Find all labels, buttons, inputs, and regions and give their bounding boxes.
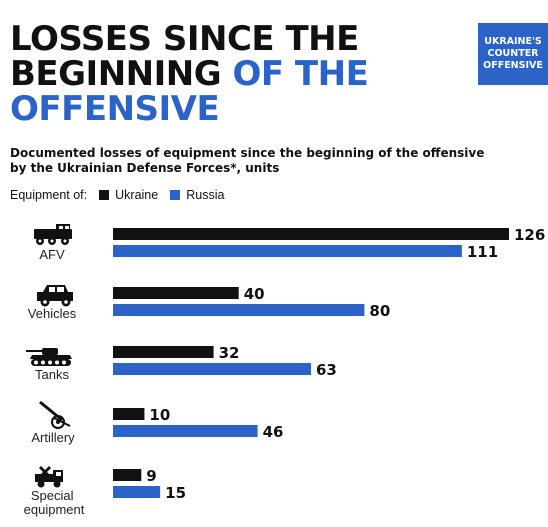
bar-ukraine-tanks — [113, 346, 214, 358]
data-label-ukraine-vehicles: 40 — [244, 285, 265, 303]
bar-ukraine-afv — [113, 228, 509, 240]
special-equipment-icon — [35, 466, 63, 488]
bar-ukraine-vehicles — [113, 287, 239, 299]
subtitle-line-1: Documented losses of equipment since the… — [10, 146, 485, 160]
data-label-russia-vehicles: 80 — [369, 302, 390, 320]
data-label-ukraine-afv: 126 — [514, 226, 545, 244]
title-line-2a: BEGINNING — [10, 54, 222, 94]
bar-russia-afv — [113, 245, 462, 257]
bar-ukraine-special-equipment — [113, 469, 142, 481]
chart-title: LOSSES SINCE THE BEGINNING OF THE OFFENS… — [10, 22, 430, 127]
category-label-afv: AFV — [39, 247, 65, 262]
title-line-2b: OF THE — [232, 54, 369, 94]
data-label-russia-tanks: 63 — [316, 361, 337, 379]
legend-swatch-ukraine — [99, 190, 110, 200]
bar-russia-special-equipment — [113, 486, 161, 498]
tank-icon — [26, 348, 72, 366]
legend-label-russia: Russia — [186, 188, 225, 202]
subtitle-line-2: by the Ukrainian Defense Forces*, units — [10, 161, 280, 175]
series-badge: UKRAINE'S COUNTER OFFENSIVE — [478, 23, 548, 85]
chart-legend: Equipment of: Ukraine Russia — [10, 188, 224, 202]
category-label-tanks: Tanks — [35, 367, 69, 382]
bar-russia-tanks — [113, 363, 311, 375]
data-label-russia-afv: 111 — [467, 243, 498, 261]
category-label-vehicles: Vehicles — [28, 306, 77, 321]
data-label-ukraine-special-equipment: 9 — [146, 467, 156, 485]
jeep-icon — [37, 285, 73, 307]
legend-swatch-russia — [170, 190, 181, 200]
legend-item-ukraine: Ukraine — [99, 188, 158, 202]
bar-ukraine-artillery — [113, 408, 145, 420]
legend-prefix: Equipment of: — [10, 188, 88, 202]
title-line-1: LOSSES SINCE THE — [10, 19, 359, 59]
title-line-3: OFFENSIVE — [10, 89, 220, 129]
badge-line-1: UKRAINE'S — [484, 36, 542, 47]
data-label-russia-special-equipment: 15 — [165, 484, 186, 502]
legend-item-russia: Russia — [170, 188, 224, 202]
chart-subtitle: Documented losses of equipment since the… — [10, 146, 530, 176]
data-label-russia-artillery: 46 — [263, 423, 284, 441]
badge-line-2: COUNTER — [487, 48, 539, 59]
bars-group: 126 40 32 10 9 111 80 63 46 15 — [113, 226, 545, 502]
bar-russia-vehicles — [113, 304, 365, 316]
badge-line-3: OFFENSIVE — [483, 60, 543, 71]
legend-label-ukraine: Ukraine — [115, 188, 159, 202]
bar-russia-artillery — [113, 425, 258, 437]
artillery-icon — [39, 400, 71, 429]
data-label-ukraine-artillery: 10 — [149, 406, 170, 424]
data-label-ukraine-tanks: 32 — [219, 344, 240, 362]
category-label-special-equipment: Special equipment — [24, 488, 85, 517]
category-label-artillery: Artillery — [31, 430, 75, 445]
armored-vehicle-icon — [34, 224, 72, 245]
